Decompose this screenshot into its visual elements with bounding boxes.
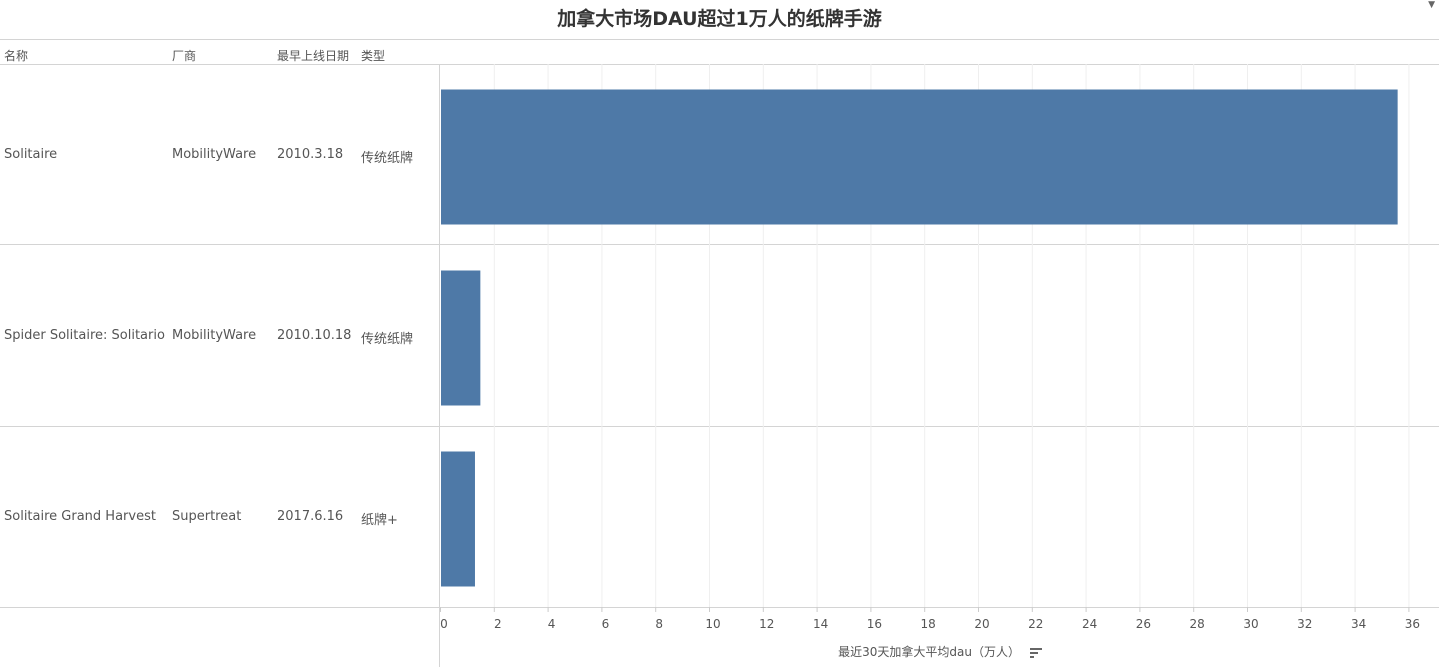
bar-chart: 0 2 4 6 8 10 12 14 16 18 20 22 24 26 28 30 32 34 36 [440,64,1420,631]
bar-1[interactable] [441,89,1398,225]
x-tick-label: 2 [494,617,502,631]
sort-descending-icon[interactable] [1029,647,1042,658]
bar-2[interactable] [441,270,481,406]
row-3-vendor: Supertreat [172,509,242,524]
column-header-name[interactable]: 名称 [4,49,29,63]
row-3-name: Solitaire Grand Harvest [4,509,156,524]
chart-left-axis-line [439,64,440,667]
row-2-vendor: MobilityWare [172,328,257,343]
row-1-type: 传统纸牌 [361,151,414,166]
header-top-divider [0,39,1439,40]
x-tick-label: 20 [974,617,989,631]
row-3-type: 纸牌+ [361,513,398,528]
header-bottom-divider [0,64,1439,65]
x-tick-label: 8 [655,617,663,631]
x-tick-label: 10 [705,617,720,631]
row-2-date: 2010.10.18 [277,328,352,343]
x-tick-label: 28 [1190,617,1205,631]
column-header-date[interactable]: 最早上线日期 [277,49,350,63]
column-header-type[interactable]: 类型 [361,49,386,63]
x-tick-label: 36 [1405,617,1420,631]
dropdown-arrow-icon[interactable]: ▼ [1428,0,1435,10]
column-header-vendor[interactable]: 厂商 [172,49,197,63]
x-axis-title: 最近30天加拿大平均dau（万人） [440,643,1439,660]
x-tick-label: 34 [1351,617,1366,631]
row-divider [0,607,1439,608]
x-tick-label: 30 [1243,617,1258,631]
row-2-type: 传统纸牌 [361,332,414,347]
x-axis-label: 最近30天加拿大平均dau（万人） [838,645,1021,659]
x-tick-label: 24 [1082,617,1097,631]
row-divider [0,244,1439,245]
x-tick-label: 12 [759,617,774,631]
bar-3[interactable] [441,451,475,587]
x-tick-label: 16 [867,617,882,631]
x-tick-label: 18 [921,617,936,631]
row-3-date: 2017.6.16 [277,509,344,524]
x-tick-label: 22 [1028,617,1043,631]
x-tick-label: 0 [440,617,448,631]
row-1-name: Solitaire [4,147,58,162]
x-tick-label: 14 [813,617,828,631]
row-1-vendor: MobilityWare [172,147,257,162]
row-divider [0,426,1439,427]
row-1-date: 2010.3.18 [277,147,344,162]
chart-title: 加拿大市场DAU超过1万人的纸牌手游 [557,8,882,30]
row-2-name: Spider Solitaire: Solitario [4,328,165,343]
x-tick-label: 26 [1136,617,1151,631]
x-tick-label: 32 [1297,617,1312,631]
x-tick-label: 6 [602,617,610,631]
x-tick-label: 4 [548,617,556,631]
